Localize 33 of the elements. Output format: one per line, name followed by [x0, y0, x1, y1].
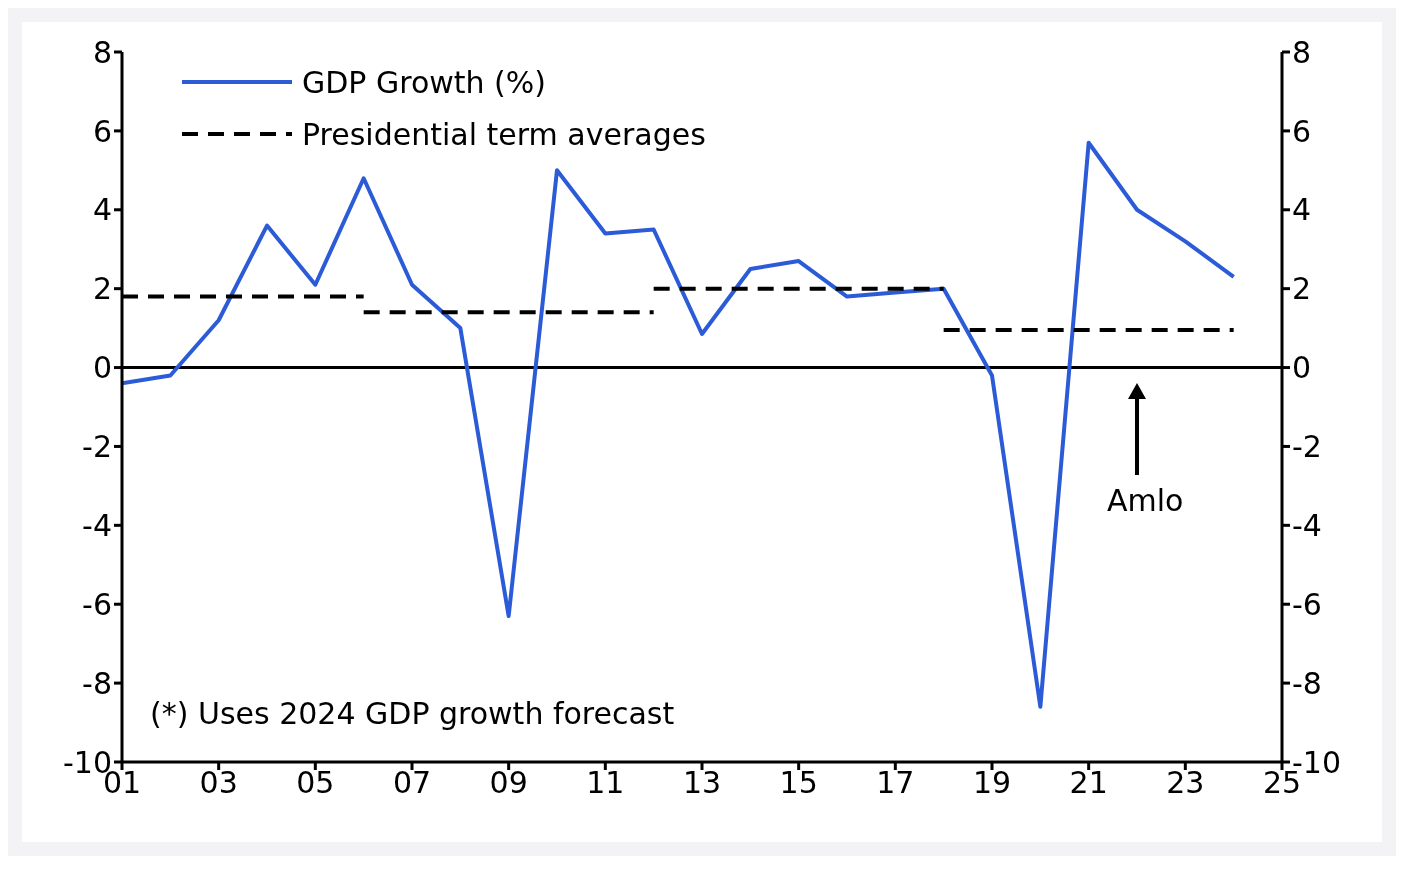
x-tick-label: 09: [489, 765, 528, 801]
x-tick-label: 13: [682, 765, 722, 801]
y2-tick-label: -8: [1292, 665, 1322, 701]
legend-label: Presidential term averages: [302, 116, 706, 152]
y2-tick-label: 2: [1292, 271, 1312, 307]
y2-tick-label: -4: [1292, 507, 1322, 543]
y-tick-label: 6: [92, 113, 112, 149]
x-tick-label: 15: [779, 765, 818, 801]
y-tick-label: 4: [92, 192, 112, 228]
legend-label: GDP Growth (%): [302, 64, 547, 100]
y-tick-label: -2: [82, 429, 112, 465]
x-tick-label: 07: [392, 765, 432, 801]
y-tick-label: -8: [82, 665, 112, 701]
x-tick-label: 11: [586, 765, 625, 801]
y-tick-label: -6: [82, 586, 112, 622]
y-tick-label: 0: [92, 350, 112, 386]
x-tick-label: 17: [876, 765, 915, 801]
y-tick-label: 8: [92, 34, 112, 70]
y-tick-label: -4: [82, 507, 112, 543]
y2-tick-label: 6: [1292, 113, 1312, 149]
y2-tick-label: -2: [1292, 429, 1322, 465]
x-tick-label: 03: [199, 765, 238, 801]
y2-tick-label: 0: [1292, 350, 1312, 386]
annotation: (*) Uses 2024 GDP growth forecast: [150, 696, 675, 731]
x-tick-label: 21: [1069, 765, 1108, 801]
y2-tick-label: 8: [1292, 34, 1312, 70]
annotation: Amlo: [1107, 482, 1184, 518]
y2-tick-label: 4: [1292, 192, 1312, 228]
y2-tick-label: -6: [1292, 586, 1322, 622]
y-tick-label: 2: [92, 271, 112, 307]
x-tick-label: 05: [296, 765, 335, 801]
x-tick-label: 19: [972, 765, 1012, 801]
x-tick-label: 23: [1166, 765, 1205, 801]
